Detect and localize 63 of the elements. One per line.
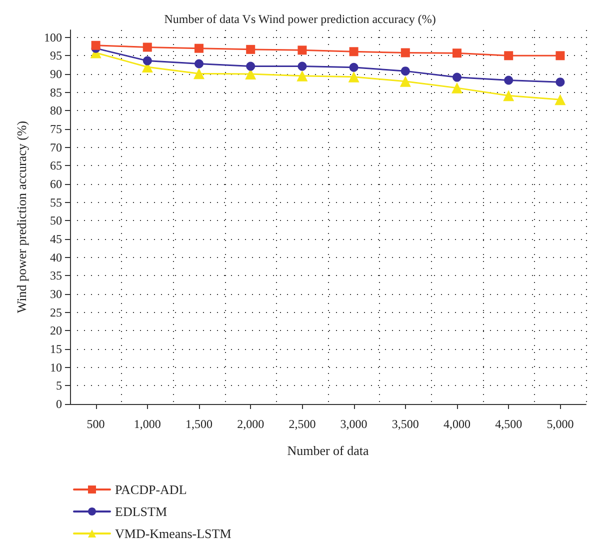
point	[91, 40, 100, 50]
y-tick-label: 90	[50, 67, 62, 81]
y-tick-label: 10	[50, 360, 62, 374]
y-axis-title: Wind power prediction accuracy (%)	[14, 120, 29, 314]
point	[298, 46, 307, 55]
y-tick-label: 15	[50, 342, 62, 356]
x-tick-label: 4,000	[444, 417, 470, 431]
point	[194, 59, 204, 68]
y-tick-label: 60	[50, 177, 62, 191]
x-tick-label: 500	[86, 417, 105, 431]
point	[348, 71, 360, 82]
x-tick-label: 5,000	[546, 417, 574, 431]
y-tick-label: 50	[50, 214, 62, 228]
point	[298, 62, 307, 71]
point	[554, 94, 566, 106]
point	[452, 82, 462, 94]
legend-label: VMD-Kmeans-LSTM	[115, 526, 232, 539]
y-tick-label: 100	[44, 30, 62, 44]
y-tick-label: 55	[50, 195, 62, 210]
x-tick-label: 1,000	[134, 417, 161, 431]
point	[246, 62, 256, 71]
point	[296, 70, 308, 82]
point	[503, 90, 514, 102]
point	[504, 76, 514, 85]
y-tick-label: 5	[56, 378, 62, 393]
y-tick-label: 80	[50, 104, 62, 118]
point	[400, 66, 410, 76]
point	[349, 47, 358, 56]
x-tick-label: 3,500	[392, 417, 419, 431]
y-tick-label: 45	[50, 232, 62, 246]
point	[400, 48, 410, 58]
legend-label: EDLSTM	[115, 504, 168, 519]
x-tick-label: 4,500	[495, 417, 522, 431]
y-tick-label: 95	[50, 48, 62, 63]
point	[452, 72, 462, 82]
y-tick-label: 0	[56, 397, 62, 411]
point	[556, 78, 565, 87]
point	[246, 44, 256, 54]
y-tick-label: 25	[50, 305, 62, 320]
y-tick-label: 65	[50, 158, 62, 173]
x-tick-label: 2,500	[288, 417, 316, 431]
x-tick-label: 2,000	[237, 417, 264, 431]
y-tick-label: 20	[50, 324, 62, 338]
x-tick-label: 3,000	[340, 417, 368, 431]
x-axis-title: Number of data	[287, 443, 370, 458]
y-tick-label: 35	[50, 268, 62, 283]
y-tick-label: 30	[50, 287, 62, 301]
point	[556, 51, 565, 60]
point	[400, 76, 411, 87]
point	[194, 44, 204, 53]
point	[142, 42, 152, 52]
y-tick-label: 70	[50, 140, 62, 154]
y-tick-label: 75	[50, 122, 62, 136]
y-tick-label: 40	[50, 250, 62, 264]
point	[142, 56, 152, 66]
point	[452, 48, 462, 58]
x-tick-label: 1,500	[186, 417, 212, 431]
point	[504, 51, 514, 60]
point	[349, 62, 358, 72]
legend-label: PACDP-ADL	[115, 482, 187, 497]
y-tick-label: 85	[50, 85, 62, 100]
point	[194, 68, 204, 80]
chart-title: Number of data Vs Wind power prediction accuracy (%)	[164, 12, 436, 26]
